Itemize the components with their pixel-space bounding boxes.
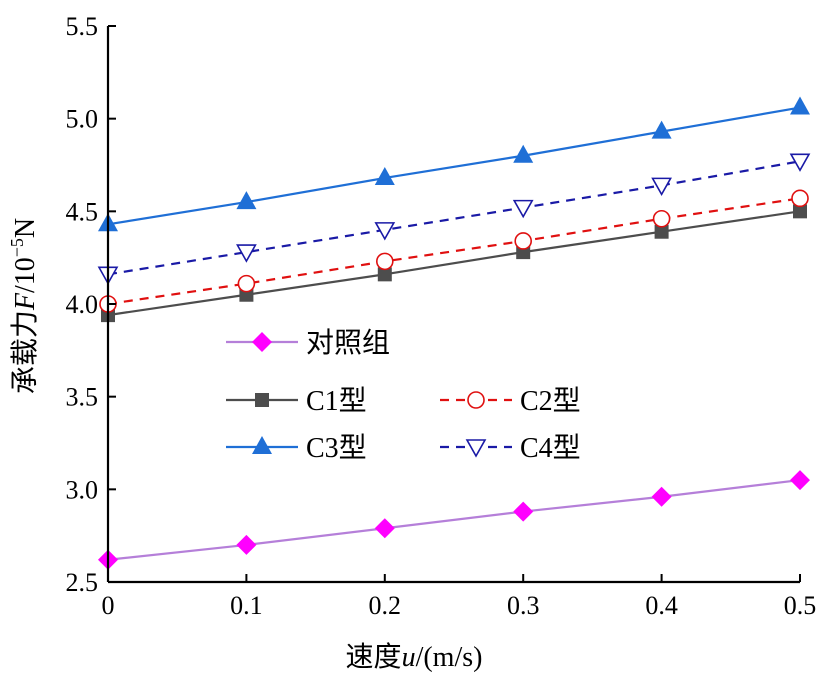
data-point (374, 166, 395, 185)
legend-label: C2型 (520, 385, 581, 417)
series-line (107, 106, 801, 226)
series-0 (98, 470, 810, 570)
y-axis-title: 承载力F/10−5N (7, 218, 41, 394)
data-point (236, 244, 257, 263)
data-point (374, 222, 396, 241)
y-tick-label: 2.5 (66, 568, 99, 597)
data-point (793, 204, 807, 219)
y-tick-label: 5.0 (66, 105, 99, 134)
svg-text:速度u/(m/s): 速度u/(m/s) (346, 641, 483, 673)
legend-marker (467, 391, 485, 409)
x-axis-title: 速度u/(m/s) (346, 641, 483, 673)
data-point (375, 252, 394, 271)
data-point (237, 274, 256, 293)
legend-item: C3型 (226, 432, 367, 464)
data-point (377, 267, 392, 282)
series-3 (98, 96, 810, 232)
data-point (374, 518, 395, 539)
plot-area (97, 96, 811, 570)
data-point (654, 224, 669, 239)
x-tick-label: 0.5 (784, 591, 817, 620)
legend-label: C3型 (306, 432, 367, 464)
data-point (513, 501, 534, 522)
legend-item: 对照组 (226, 327, 390, 359)
series-line (107, 478, 801, 561)
x-tick-label: 0 (102, 591, 115, 620)
legend-item: C4型 (440, 432, 581, 464)
x-tick-label: 0.3 (507, 591, 540, 620)
data-point (512, 199, 534, 219)
x-tick-label: 0.4 (645, 591, 678, 620)
data-point (236, 534, 257, 555)
y-tick-label: 4.5 (66, 197, 99, 226)
legend-marker (255, 393, 269, 407)
x-tick-label: 0.2 (369, 591, 402, 620)
data-point (651, 177, 672, 197)
legend-label: 对照组 (306, 327, 390, 359)
data-point (652, 209, 671, 228)
svg-text:承载力F/10−5N: 承载力F/10−5N (7, 218, 41, 394)
x-tick-label: 0.1 (230, 591, 263, 620)
series-line (107, 210, 801, 317)
legend-marker (252, 332, 272, 352)
legend-item: C2型 (440, 385, 581, 417)
axes: 2.5 3.0 3.5 4.0 4.5 5.0 5.5 0 0.1 0.2 0.3 0.4 0.5 (66, 12, 817, 620)
y-tick-label: 4.0 (66, 290, 99, 319)
data-point (514, 232, 533, 250)
data-point (651, 486, 672, 507)
series-4 (97, 153, 811, 285)
legend-marker (252, 436, 272, 454)
legend-label: C1型 (306, 385, 367, 417)
legend-marker (465, 439, 487, 458)
y-tick-label: 3.5 (66, 383, 99, 412)
series-1 (101, 204, 807, 323)
data-point (790, 96, 810, 115)
data-point (651, 120, 672, 139)
y-tick-label: 5.5 (66, 12, 99, 41)
legend-item: C1型 (226, 385, 367, 417)
legend: 对照组 C1型 C2型 C3型 C4型 (226, 327, 581, 464)
legend-label: C4型 (520, 432, 581, 464)
data-point (236, 191, 257, 210)
series-line (107, 197, 801, 306)
series-line (107, 160, 801, 276)
data-point (789, 153, 811, 172)
y-tick-label: 3.0 (66, 475, 99, 504)
data-point (513, 144, 534, 163)
data-point (791, 189, 809, 208)
data-point (790, 470, 810, 491)
